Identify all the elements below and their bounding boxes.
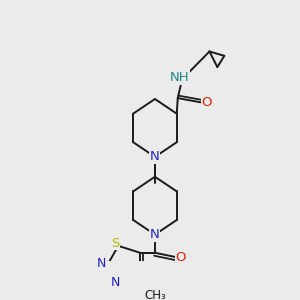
Text: O: O [201, 96, 212, 109]
Text: CH₃: CH₃ [144, 290, 166, 300]
Text: O: O [176, 250, 186, 264]
Text: N: N [111, 276, 120, 289]
Text: N: N [150, 228, 160, 241]
Text: NH: NH [170, 71, 190, 84]
Text: N: N [150, 150, 160, 164]
Text: S: S [111, 237, 119, 250]
Text: N: N [97, 256, 106, 270]
